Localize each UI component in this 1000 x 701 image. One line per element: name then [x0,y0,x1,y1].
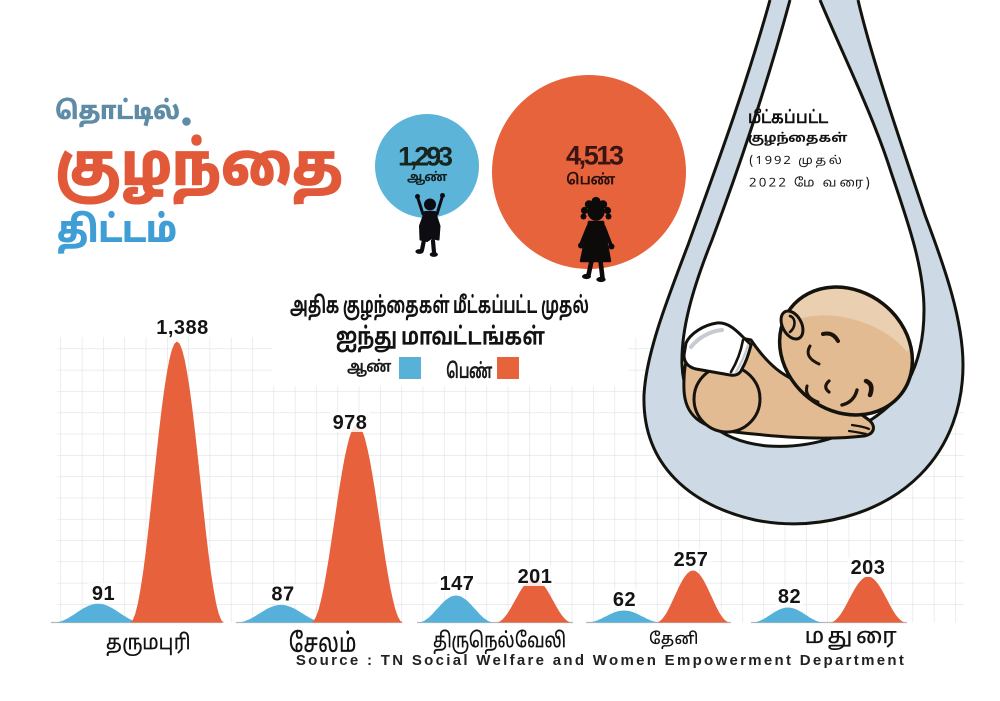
svg-text:1,388: 1,388 [156,317,209,339]
svg-text:1,293: 1,293 [398,142,453,172]
svg-text:91: 91 [92,583,115,605]
svg-text:978: 978 [333,412,368,434]
svg-text:82: 82 [778,586,801,608]
svg-text:87: 87 [271,584,294,606]
svg-text:62: 62 [613,589,636,611]
svg-text:203: 203 [851,557,886,579]
svg-text:201: 201 [518,566,553,588]
svg-text:147: 147 [440,573,475,595]
svg-text:Source : TN Social Welfare and: Source : TN Social Welfare and Women Emp… [296,652,906,669]
svg-text:257: 257 [674,549,709,571]
svg-text:4,513: 4,513 [566,140,624,170]
